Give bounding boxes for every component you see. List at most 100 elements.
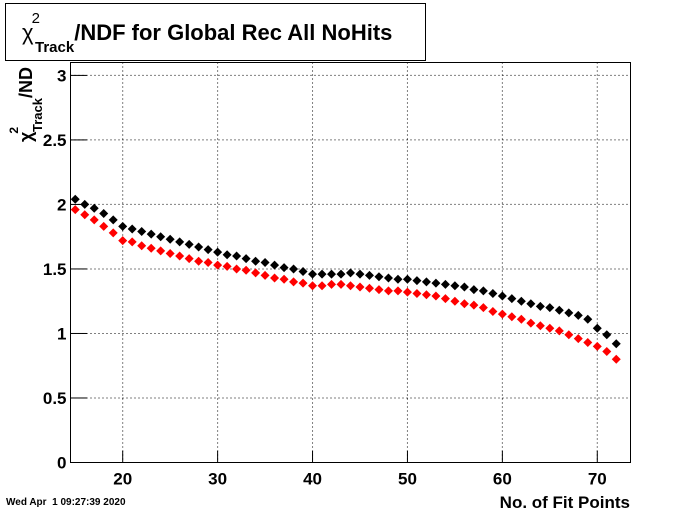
y-axis-label: χ2 Track/ND bbox=[7, 67, 45, 142]
point bbox=[469, 300, 479, 310]
point bbox=[440, 279, 450, 289]
point bbox=[213, 247, 223, 257]
point bbox=[412, 288, 422, 298]
point bbox=[383, 286, 393, 296]
point bbox=[317, 269, 327, 279]
point bbox=[279, 263, 289, 273]
point bbox=[260, 258, 270, 267]
point bbox=[355, 269, 365, 279]
point bbox=[80, 199, 90, 209]
x-tick-label: 70 bbox=[588, 470, 607, 489]
point bbox=[146, 229, 156, 239]
footer-date: Wed Apr 1 09:27:39 2020 bbox=[6, 497, 126, 508]
point bbox=[535, 301, 545, 311]
point bbox=[516, 296, 526, 306]
x-tick-label: 20 bbox=[113, 470, 132, 489]
point bbox=[70, 194, 80, 204]
point bbox=[118, 236, 128, 246]
plot-frame bbox=[70, 62, 631, 463]
x-axis-label: No. of Fit Points bbox=[500, 493, 630, 512]
point bbox=[592, 341, 602, 351]
x-tick-label: 50 bbox=[398, 470, 417, 489]
point bbox=[194, 242, 204, 252]
y-tick-label: 2 bbox=[57, 195, 66, 214]
point bbox=[99, 208, 109, 218]
point bbox=[137, 227, 147, 237]
y-tick-label: 1 bbox=[57, 324, 66, 343]
ylabel-text: /ND bbox=[16, 67, 36, 98]
y-tick-label: 1.5 bbox=[43, 260, 67, 279]
point bbox=[592, 323, 602, 333]
point bbox=[440, 294, 450, 304]
point bbox=[450, 281, 460, 291]
point bbox=[251, 268, 261, 278]
point bbox=[459, 299, 469, 309]
point bbox=[564, 330, 574, 340]
point bbox=[308, 281, 318, 291]
point bbox=[289, 264, 299, 274]
title-sup: 2 bbox=[32, 10, 40, 27]
y-tick-label: 3 bbox=[57, 66, 66, 85]
point bbox=[184, 239, 194, 249]
point bbox=[507, 312, 517, 322]
point bbox=[156, 232, 166, 242]
point bbox=[583, 338, 593, 347]
point bbox=[165, 234, 175, 244]
point bbox=[602, 330, 612, 340]
point bbox=[327, 269, 337, 279]
ylabel-sup: 2 bbox=[7, 127, 21, 134]
point bbox=[374, 272, 384, 282]
title-text: /NDF for Global Rec All NoHits bbox=[74, 20, 392, 45]
point bbox=[175, 251, 185, 261]
point bbox=[346, 281, 355, 291]
point bbox=[336, 269, 346, 279]
point bbox=[402, 274, 412, 284]
point bbox=[450, 296, 460, 306]
ylabel-symbol: χ bbox=[16, 131, 36, 142]
point bbox=[545, 303, 555, 313]
point bbox=[308, 269, 318, 279]
y-tick-label: 0 bbox=[57, 454, 66, 473]
point bbox=[478, 303, 488, 313]
point bbox=[583, 314, 593, 324]
point bbox=[213, 260, 223, 270]
point bbox=[137, 241, 147, 251]
point bbox=[421, 277, 431, 287]
point bbox=[421, 290, 431, 300]
point bbox=[564, 308, 574, 318]
point bbox=[232, 251, 242, 261]
point bbox=[203, 258, 213, 267]
point bbox=[611, 339, 621, 349]
point bbox=[355, 282, 365, 292]
x-tick-label: 60 bbox=[493, 470, 512, 489]
point bbox=[175, 237, 185, 247]
point bbox=[516, 314, 526, 324]
point bbox=[89, 203, 99, 213]
point bbox=[545, 323, 555, 333]
point bbox=[554, 305, 564, 315]
point bbox=[431, 291, 441, 301]
point bbox=[127, 224, 137, 234]
point bbox=[535, 321, 545, 331]
point bbox=[507, 294, 517, 304]
point bbox=[80, 210, 90, 220]
marks bbox=[70, 194, 621, 364]
point bbox=[554, 326, 564, 336]
point bbox=[393, 286, 403, 296]
point bbox=[497, 309, 507, 319]
point bbox=[393, 274, 403, 284]
point bbox=[402, 287, 412, 297]
point bbox=[241, 265, 251, 275]
point bbox=[431, 278, 441, 288]
point bbox=[298, 278, 308, 288]
point bbox=[327, 279, 337, 289]
title-symbol: χ bbox=[22, 20, 34, 45]
x-tick-label: 40 bbox=[303, 470, 322, 489]
y-tick-label: 2.5 bbox=[43, 131, 67, 150]
point bbox=[118, 221, 128, 231]
point bbox=[260, 270, 270, 280]
point bbox=[279, 274, 289, 284]
point bbox=[602, 347, 612, 357]
point bbox=[203, 245, 213, 255]
title-sub: Track bbox=[35, 39, 75, 56]
